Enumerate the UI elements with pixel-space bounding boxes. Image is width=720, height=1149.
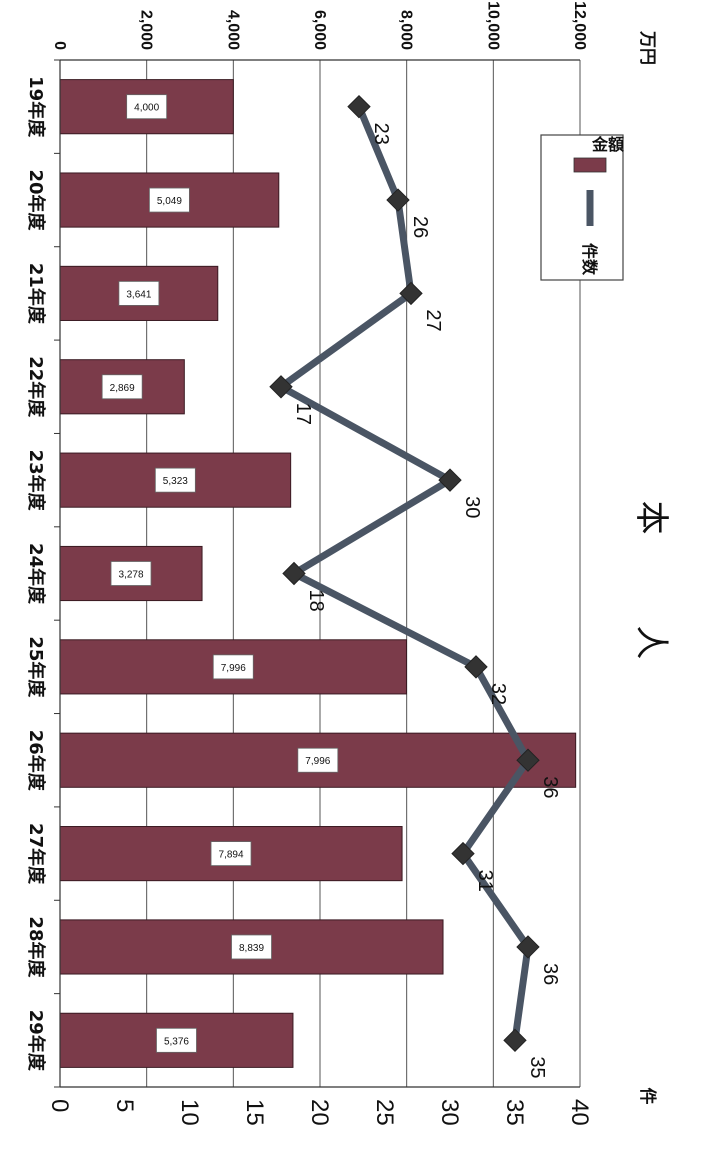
category-label: 24年度 (25, 543, 47, 605)
bar-data-label: 4,000 (134, 103, 159, 114)
line-data-label: 36 (539, 963, 561, 985)
line-marker (451, 841, 475, 866)
bar-label-box (154, 467, 196, 493)
category-label: 20年度 (25, 170, 47, 232)
bar-label-box (210, 841, 252, 866)
primary-axis-unit: 万円 (637, 30, 657, 65)
chart-text: 0 2,000 4,000 6,000 8,000 10,000 12,000 0 5 10 15 2… (25, 1, 671, 1126)
rotated-chart-group: 0 2,000 4,000 6,000 8,000 10,000 12,000 0 5 10 15 2… (25, 1, 671, 1126)
chart-title: 本 人 (631, 501, 671, 700)
bar-data-label: 3,278 (119, 570, 144, 581)
primary-tick-label: 0 (51, 41, 68, 50)
primary-tick-label: 8,000 (398, 10, 415, 50)
secondary-tick-label: 0 (46, 1099, 73, 1112)
legend-label-bar: 金額 (591, 135, 624, 154)
primary-tick-label: 6,000 (311, 10, 328, 50)
bar-series (59, 79, 577, 1068)
line-marker (438, 468, 462, 492)
line-marker (516, 935, 540, 959)
line-data-label: 17 (292, 403, 314, 425)
line-marker (282, 561, 306, 586)
bar-data-label: 3,641 (126, 289, 151, 300)
axes (54, 59, 580, 1088)
line-data-label: 23 (370, 123, 392, 145)
bar-label-box (126, 94, 168, 120)
secondary-tick-label: 40 (566, 1099, 593, 1126)
line-marker (269, 375, 293, 399)
bar-data-label: 5,049 (157, 196, 182, 207)
line-data-label: 27 (422, 309, 444, 331)
category-label: 28年度 (25, 916, 47, 978)
primary-tick-label: 12,000 (571, 1, 588, 50)
bar-label-box (148, 187, 190, 213)
legend-swatch-bar (573, 157, 607, 173)
bar-data-label: 7,996 (221, 663, 246, 674)
primary-tick-label: 10,000 (484, 1, 501, 50)
bar-data-label: 2,869 (110, 383, 135, 394)
category-label: 29年度 (25, 1010, 47, 1072)
bar-label-box (101, 374, 143, 400)
primary-tick-label: 2,000 (138, 10, 155, 50)
category-label: 21年度 (25, 263, 47, 325)
bar-data-label: 5,323 (163, 476, 188, 487)
category-label: 25年度 (25, 636, 47, 698)
secondary-tick-label: 15 (241, 1099, 268, 1126)
line-data-label: 31 (474, 870, 496, 892)
bar-label-box (118, 281, 160, 306)
secondary-tick-label: 25 (371, 1099, 398, 1126)
line-data-label: 18 (305, 590, 327, 612)
line-marker (347, 94, 371, 119)
category-label: 19年度 (25, 76, 47, 138)
line-marker (386, 188, 410, 212)
bar-data-label: 8,839 (239, 943, 264, 954)
line-data-label: 26 (409, 216, 431, 238)
line-data-label: 35 (526, 1056, 548, 1078)
line-data-label: 30 (461, 496, 483, 518)
bar-data-label: 7,996 (305, 756, 330, 767)
line-series (269, 94, 540, 1053)
line-data-label: 32 (487, 683, 509, 705)
line-marker (516, 748, 540, 772)
primary-tick-label: 4,000 (224, 10, 241, 50)
secondary-axis-unit: 件 (637, 1088, 658, 1105)
legend-label-line: 件数 (580, 243, 599, 276)
bar-label-box (231, 934, 272, 960)
secondary-tick-label: 10 (176, 1099, 203, 1126)
secondary-tick-label: 35 (501, 1099, 528, 1126)
category-label: 27年度 (25, 823, 47, 885)
secondary-tick-label: 5 (111, 1099, 138, 1112)
bar-label-box (110, 561, 152, 586)
line-marker (399, 281, 423, 306)
line-marker (503, 1028, 527, 1053)
bar-label-box (212, 654, 254, 680)
line-data-label: 36 (539, 776, 561, 798)
bar-data-label: 5,376 (164, 1036, 189, 1047)
bar-label-box (156, 1027, 197, 1053)
secondary-tick-label: 30 (436, 1099, 463, 1126)
bar-label-box (297, 747, 339, 773)
category-label: 26年度 (25, 730, 47, 792)
category-label: 23年度 (25, 450, 47, 512)
secondary-tick-label: 20 (306, 1099, 333, 1126)
bar-data-label: 7,894 (219, 850, 244, 861)
line-marker (464, 655, 488, 679)
category-label: 22年度 (25, 356, 47, 418)
